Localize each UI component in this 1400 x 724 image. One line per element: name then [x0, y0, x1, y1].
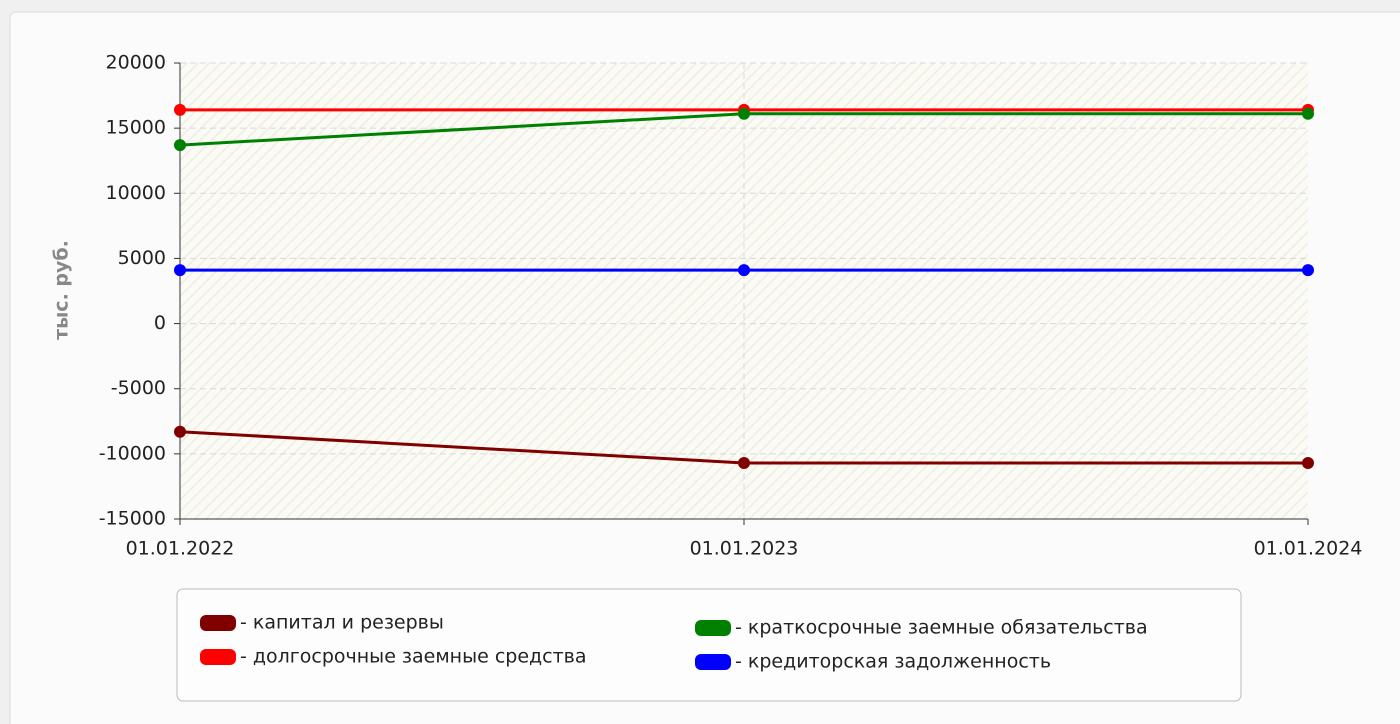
y-tick-label: -5000 [111, 377, 166, 399]
x-tick-label: 01.01.2024 [1254, 538, 1363, 560]
point [1302, 264, 1314, 277]
y-axis-label: тыс. руб. [51, 240, 73, 340]
y-tick-label: 20000 [106, 52, 166, 74]
point [1302, 107, 1314, 120]
legend-swatch [695, 654, 731, 670]
y-tick-label: 5000 [118, 247, 166, 269]
legend-label: - кредиторская задолженность [735, 651, 1051, 673]
plot-area [180, 63, 1308, 519]
y-tick-label: -10000 [99, 442, 166, 464]
x-tick-label: 01.01.2023 [690, 538, 799, 560]
point [1302, 456, 1314, 469]
point [174, 425, 186, 438]
y-tick-label: -15000 [99, 508, 166, 530]
point [738, 107, 750, 120]
x-tick-label: 01.01.2022 [126, 538, 235, 560]
legend-label: - краткосрочные заемные обязательства [735, 617, 1148, 639]
legend-label: - долгосрочные заемные средства [240, 646, 587, 668]
y-tick-label: 10000 [106, 182, 166, 204]
y-tick-label: 15000 [106, 117, 166, 139]
legend-swatch [200, 649, 236, 665]
point [174, 139, 186, 152]
point [738, 456, 750, 469]
legend-swatch [200, 615, 236, 631]
point [174, 264, 186, 277]
point [738, 264, 750, 277]
legend-swatch [695, 620, 731, 636]
point [174, 103, 186, 116]
legend-box [176, 588, 1242, 702]
y-tick-label: 0 [154, 312, 166, 334]
legend-label: - капитал и резервы [240, 612, 444, 634]
